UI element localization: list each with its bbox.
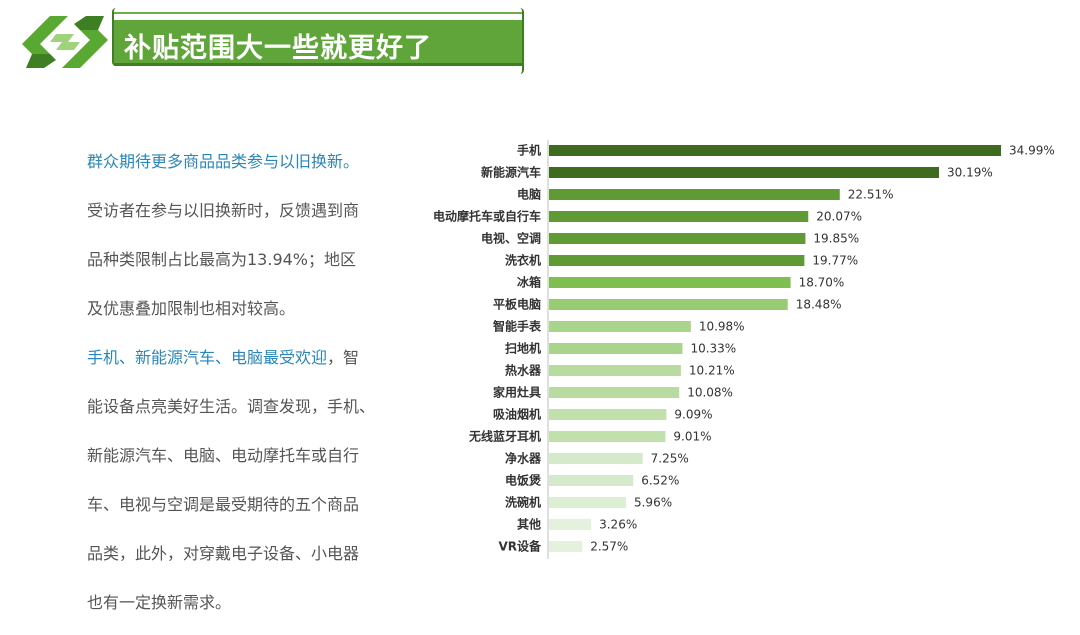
text-line: 受访者在参与以旧换新时，反馈遇到商 <box>87 194 417 243</box>
category-label: 洗碗机 <box>505 495 541 510</box>
bar-chart: 手机 34.99% 新能源汽车 30.19% 电脑 22.51% 电动摩托车或自行车 20.0… <box>433 140 1055 559</box>
value-label: 6.52% <box>641 474 679 488</box>
category-label: 热水器 <box>505 363 542 378</box>
category-label: 电饭煲 <box>505 473 542 488</box>
bar <box>549 365 681 376</box>
value-label: 34.99% <box>1009 144 1055 158</box>
category-label: 新能源汽车 <box>481 165 541 180</box>
body-text: 车、电视与空调是最受期待的五个商品 <box>87 495 360 514</box>
bar <box>549 167 939 178</box>
text-line: 也有一定换新需求。 <box>87 586 417 635</box>
text-line: 品种类限制占比最高为13.94%；地区 <box>87 243 417 292</box>
logo-icon <box>22 16 108 68</box>
category-label: 平板电脑 <box>493 297 541 312</box>
category-label: 冰箱 <box>517 275 541 290</box>
category-label: 其他 <box>517 517 541 532</box>
bar <box>549 299 788 310</box>
value-label: 20.07% <box>816 210 862 224</box>
category-label: 智能手表 <box>492 319 542 334</box>
category-label: 家用灶具 <box>493 385 541 400</box>
value-label: 3.26% <box>599 518 637 532</box>
text-line: 新能源汽车、电脑、电动摩托车或自行 <box>87 439 417 488</box>
bar <box>549 145 1001 156</box>
bar <box>549 475 634 486</box>
value-label: 10.98% <box>699 320 745 334</box>
category-label: 无线蓝牙耳机 <box>468 429 541 444</box>
brand-logo <box>22 12 108 72</box>
bar <box>549 519 592 530</box>
value-label: 2.57% <box>590 540 628 554</box>
text-line: 能设备点亮美好生活。调查发现，手机、 <box>87 390 417 439</box>
bar <box>549 233 806 244</box>
value-label: 5.96% <box>634 496 672 510</box>
value-label: 10.21% <box>689 364 735 378</box>
value-label: 10.08% <box>687 386 733 400</box>
page-title: 补贴范围大一些就更好了 <box>124 33 432 64</box>
body-text: 能设备点亮美好生活。调查发现，手机、 <box>87 397 376 416</box>
category-label: 手机 <box>517 143 541 158</box>
category-label: 洗衣机 <box>505 253 541 268</box>
highlight-text: 手机、新能源汽车、电脑最受欢迎 <box>87 348 328 367</box>
value-label: 30.19% <box>947 166 993 180</box>
value-label: 19.85% <box>813 232 859 246</box>
category-label: 净水器 <box>505 451 542 466</box>
value-label: 18.48% <box>796 298 842 312</box>
bar <box>549 541 583 552</box>
bar <box>549 255 805 266</box>
body-text: 也有一定换新需求。 <box>87 593 232 612</box>
bar <box>549 321 691 332</box>
value-label: 9.09% <box>674 408 712 422</box>
description-panel: 群众期待更多商品品类参与以旧换新。 受访者在参与以旧换新时，反馈遇到商 品种类限制占… <box>87 145 417 635</box>
body-text: 新能源汽车、电脑、电动摩托车或自行 <box>87 446 360 465</box>
body-text: 及优惠叠加限制也相对较高。 <box>87 299 296 318</box>
value-label: 10.33% <box>690 342 736 356</box>
bar <box>549 211 809 222</box>
body-text: 品种类限制占比最高为13.94%；地区 <box>87 250 357 269</box>
bar <box>549 387 680 398</box>
bar <box>549 453 643 464</box>
category-label: 电视、空调 <box>481 231 541 246</box>
category-label: 吸油烟机 <box>493 407 541 422</box>
text-line: 车、电视与空调是最受期待的五个商品 <box>87 488 417 537</box>
bar <box>549 277 791 288</box>
bar <box>549 343 683 354</box>
text-line: 品类，此外，对穿戴电子设备、小电器 <box>87 537 417 586</box>
banner-scroll-right <box>514 8 524 74</box>
category-label: VR设备 <box>498 539 542 554</box>
value-label: 18.70% <box>799 276 845 290</box>
body-text: 品类，此外，对穿戴电子设备、小电器 <box>87 544 360 563</box>
body-text: 受访者在参与以旧换新时，反馈遇到商 <box>87 201 360 220</box>
value-label: 19.77% <box>812 254 858 268</box>
value-label: 7.25% <box>651 452 689 466</box>
category-label: 电动摩托车或自行车 <box>433 209 541 224</box>
bar <box>549 189 840 200</box>
body-text: ，智 <box>327 348 360 367</box>
category-label: 扫地机 <box>505 341 541 356</box>
value-label: 9.01% <box>673 430 711 444</box>
bar <box>549 431 666 442</box>
text-line: 群众期待更多商品品类参与以旧换新。 <box>87 145 417 194</box>
category-label: 电脑 <box>517 187 541 202</box>
bar <box>549 409 667 420</box>
text-line: 及优惠叠加限制也相对较高。 <box>87 292 417 341</box>
highlight-text: 群众期待更多商品品类参与以旧换新。 <box>87 152 360 171</box>
text-line: 手机、新能源汽车、电脑最受欢迎，智 <box>87 341 417 390</box>
value-label: 22.51% <box>848 188 894 202</box>
title-banner: 补贴范围大一些就更好了 <box>114 12 524 66</box>
bar <box>549 497 626 508</box>
banner-scroll-left <box>112 8 122 66</box>
